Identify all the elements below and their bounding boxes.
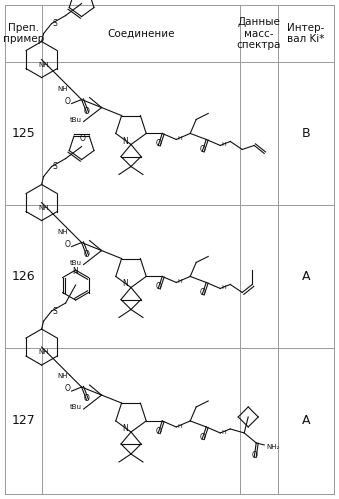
- Text: NH: NH: [38, 205, 49, 211]
- Text: S: S: [53, 162, 57, 171]
- Text: NH: NH: [57, 373, 67, 379]
- Text: A: A: [302, 270, 310, 283]
- Text: H: H: [221, 430, 226, 435]
- Text: N: N: [122, 279, 128, 288]
- Text: Данные
масс-
спектра: Данные масс- спектра: [237, 17, 281, 50]
- Text: H: H: [177, 136, 182, 141]
- Text: NH: NH: [38, 61, 49, 67]
- Text: O: O: [199, 433, 205, 442]
- Text: tBu: tBu: [69, 117, 82, 123]
- Text: S: S: [53, 306, 57, 315]
- Text: O: O: [84, 394, 89, 403]
- Text: S: S: [53, 19, 57, 28]
- Text: NH₂: NH₂: [266, 444, 280, 450]
- Text: Интер-
вал Ki*: Интер- вал Ki*: [287, 22, 325, 44]
- Text: O: O: [65, 384, 71, 393]
- Text: O: O: [84, 107, 89, 116]
- Text: O: O: [84, 250, 89, 258]
- Text: tBu: tBu: [69, 259, 82, 265]
- Text: H: H: [177, 279, 182, 284]
- Text: 127: 127: [12, 415, 35, 428]
- Text: B: B: [302, 127, 310, 140]
- Text: Соединение: Соединение: [107, 28, 175, 38]
- Text: N: N: [122, 137, 128, 146]
- Text: tBu: tBu: [69, 404, 82, 410]
- Text: H: H: [221, 142, 226, 147]
- Text: O: O: [155, 282, 161, 291]
- Text: 126: 126: [12, 270, 35, 283]
- Text: O: O: [155, 139, 161, 148]
- Text: H: H: [177, 424, 182, 429]
- Text: O: O: [65, 240, 71, 249]
- Text: O: O: [199, 288, 205, 297]
- Text: A: A: [302, 415, 310, 428]
- Text: NH: NH: [57, 85, 67, 91]
- Text: NH: NH: [57, 229, 67, 235]
- Text: 125: 125: [12, 127, 35, 140]
- Text: N: N: [73, 267, 78, 276]
- Text: N: N: [122, 424, 128, 433]
- Text: O: O: [199, 145, 205, 155]
- Text: O: O: [251, 451, 257, 460]
- Text: O: O: [65, 96, 71, 106]
- Text: H: H: [221, 285, 226, 290]
- Text: Преп.
пример: Преп. пример: [3, 22, 44, 44]
- Text: NH: NH: [38, 349, 49, 355]
- Text: O: O: [155, 427, 161, 436]
- Text: O: O: [79, 134, 85, 143]
